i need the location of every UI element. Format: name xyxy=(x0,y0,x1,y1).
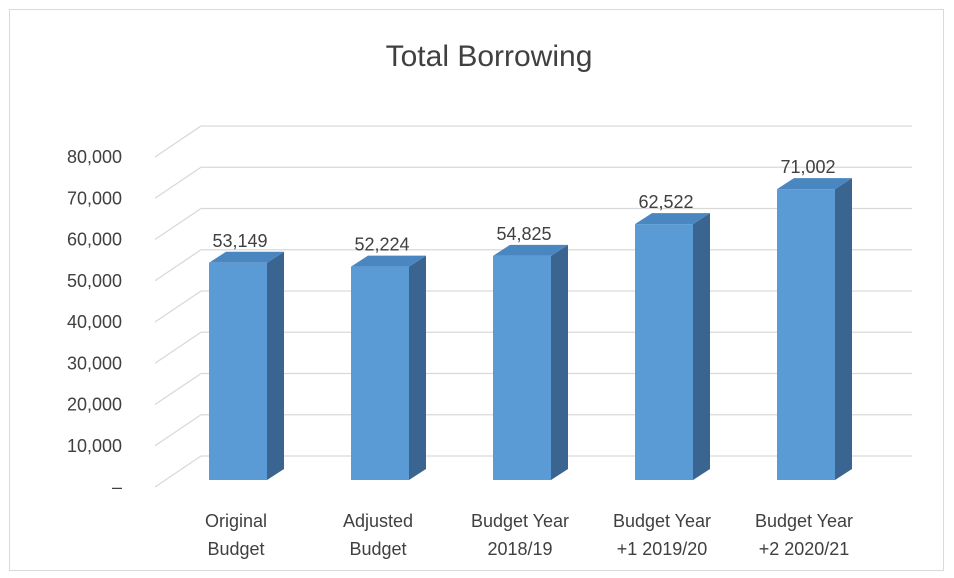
data-label: 54,825 xyxy=(496,224,551,244)
y-tick-label: 10,000 xyxy=(67,436,122,456)
gridline-wall xyxy=(154,249,202,282)
bar-side xyxy=(409,255,426,480)
bar-top xyxy=(777,178,852,190)
x-category-label: +1 2019/20 xyxy=(617,539,708,559)
bar-top xyxy=(493,244,568,256)
x-category-label: Budget Year xyxy=(613,511,711,531)
chart-frame xyxy=(9,9,944,571)
y-tick-label: 70,000 xyxy=(67,188,122,208)
x-category-label: Budget xyxy=(349,539,406,559)
y-tick-label: 50,000 xyxy=(67,271,122,291)
gridline-wall xyxy=(154,331,202,364)
chart-title: Total Borrowing xyxy=(386,40,593,73)
gridline-wall xyxy=(154,207,202,241)
y-tick-label: 80,000 xyxy=(67,147,122,167)
bar-top xyxy=(635,213,710,225)
bar-side xyxy=(267,251,284,480)
x-category-label: Adjusted xyxy=(343,511,413,531)
bar xyxy=(209,262,267,480)
bar xyxy=(351,266,409,480)
bars xyxy=(209,178,852,481)
x-category-label: Budget Year xyxy=(471,511,569,531)
data-label: 62,522 xyxy=(638,192,693,212)
gridline-wall xyxy=(154,166,202,199)
bar xyxy=(493,255,551,480)
gridline-wall xyxy=(154,414,202,447)
gridline-wall xyxy=(154,372,202,406)
gridline-wall xyxy=(154,455,202,488)
data-label: 71,002 xyxy=(780,157,835,177)
data-label: 52,224 xyxy=(354,235,409,255)
x-category-label: Budget xyxy=(207,539,264,559)
x-category-label: Original xyxy=(205,511,267,531)
bar-side xyxy=(551,244,568,480)
y-tick-label: 40,000 xyxy=(67,312,122,332)
x-category-label: Budget Year xyxy=(755,511,853,531)
data-labels: 53,149 52,224 54,825 62,522 71,002 xyxy=(212,157,835,254)
y-tick-label: 30,000 xyxy=(67,353,122,373)
bar-side xyxy=(693,213,710,481)
y-tick-label: – xyxy=(112,477,122,497)
bar-side xyxy=(835,178,852,480)
bar xyxy=(635,224,693,480)
y-tick-label: 20,000 xyxy=(67,395,122,415)
bar xyxy=(777,189,835,480)
gridline-wall xyxy=(154,290,202,323)
x-axis-categories: Original Budget Adjusted Budget Budget Year 2… xyxy=(205,511,853,559)
bar-top xyxy=(209,251,284,263)
data-label: 53,149 xyxy=(212,231,267,251)
bar-top xyxy=(351,255,426,267)
x-category-label: 2018/19 xyxy=(487,539,552,559)
x-category-label: +2 2020/21 xyxy=(759,539,850,559)
gridline-wall xyxy=(154,125,202,158)
y-tick-label: 60,000 xyxy=(67,230,122,250)
y-axis-ticks: – 10,000 20,000 30,000 40,000 50,000 60,000 70,… xyxy=(67,147,122,497)
